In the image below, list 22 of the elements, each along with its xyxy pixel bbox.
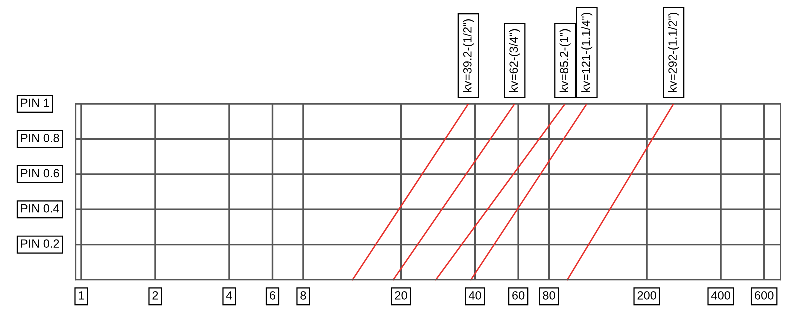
x-tick-label: 400 (711, 291, 730, 300)
x-tick-label: 600 (755, 291, 774, 300)
x-tick-label: 8 (300, 291, 306, 300)
ref-line-label: PIN 0.2 (21, 240, 60, 248)
x-tick-label: 200 (638, 291, 656, 300)
annotation: kv=62-(3/4") (509, 29, 520, 92)
annotation: kv=292-(1.1/2") (668, 12, 680, 92)
ref-line-label: PIN 1 (21, 98, 50, 108)
x-tick-label: 80 (543, 291, 556, 300)
ref-line-label: PIN 0.6 (21, 169, 60, 178)
annotation: kv=121-(1.1/4") (582, 12, 593, 92)
x-tick-label: 6 (270, 291, 276, 300)
x-tick-label: 60 (512, 291, 525, 300)
x-tick-label: 4 (226, 292, 232, 300)
x-tick-label: 2 (152, 291, 158, 300)
annotation: kv=39.2-(1/2") (463, 20, 474, 92)
x-tick-label: 40 (468, 291, 482, 300)
x-tick-label: 1 (79, 292, 84, 300)
annotation: kv=85.2-(1") (560, 29, 571, 92)
ref-line-label: PIN 0.4 (21, 204, 60, 213)
x-tick-label: 20 (395, 291, 408, 300)
ref-line-label: PIN 0.8 (21, 134, 60, 142)
